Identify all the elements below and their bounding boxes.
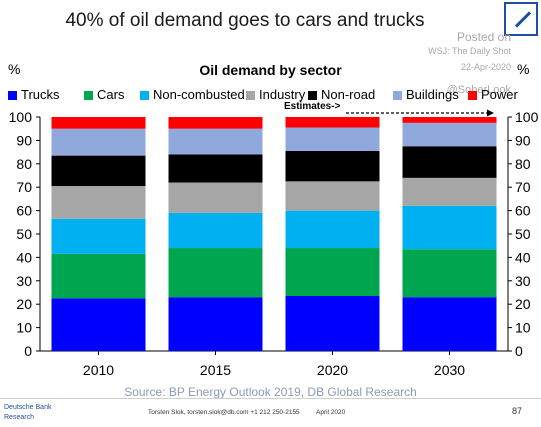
- legend-label: Power: [481, 87, 518, 102]
- y-tick-label-left: 70: [16, 179, 32, 195]
- legend-swatch: [468, 91, 477, 100]
- source-note: Source: BP Energy Outlook 2019, DB Globa…: [124, 385, 417, 399]
- bar-segment: [168, 212, 263, 249]
- y-tick-label-right: 20: [515, 296, 531, 312]
- legend-swatch: [393, 91, 402, 100]
- bar-segment: [168, 297, 263, 351]
- bar-segment: [168, 117, 263, 129]
- y-tick-label-right: 0: [515, 343, 523, 359]
- bar-segment: [402, 205, 497, 250]
- bar-segment: [168, 248, 263, 298]
- chart-title: Oil demand by sector: [199, 62, 342, 78]
- x-tick-label: 2010: [83, 362, 114, 378]
- bar-segment: [51, 218, 146, 254]
- y-tick-label-left: 0: [24, 343, 32, 359]
- bar-segment: [51, 128, 146, 156]
- y-tick-label-left: 50: [16, 226, 32, 242]
- bar-segment: [285, 117, 380, 128]
- y-tick-label-left: 20: [16, 296, 32, 312]
- y-tick-label-right: 30: [515, 273, 531, 289]
- watermark-posted: Posted on: [456, 30, 511, 44]
- footer-brand: Deutsche Bank Research: [4, 403, 51, 423]
- deutsche-bank-logo-icon: [504, 2, 538, 36]
- x-tick-label: 2020: [317, 362, 348, 378]
- footer-author: Torsten Slok, torsten.slok@db.com +1 212…: [148, 409, 300, 416]
- legend-swatch: [140, 91, 149, 100]
- legend-label: Industry: [259, 87, 306, 102]
- bar-segment: [285, 150, 380, 182]
- watermark-handle: @SoberLook: [446, 84, 511, 96]
- bar-segment: [51, 298, 146, 351]
- bar-segment: [402, 249, 497, 298]
- watermark-source: WSJ: The Daily Shot: [428, 46, 511, 56]
- x-tick-label: 2030: [434, 362, 465, 378]
- y-tick-label-right: 80: [515, 156, 531, 172]
- bar-segment: [51, 186, 146, 219]
- bar-segment: [402, 146, 497, 178]
- y-tick-label-left: 10: [16, 320, 32, 336]
- y-tick-label-right: 60: [515, 203, 531, 219]
- y-tick-label-right: 40: [515, 249, 531, 265]
- y-tick-label-right: 100: [515, 109, 539, 125]
- y-tick-label-left: 40: [16, 249, 32, 265]
- footer-brand-line1: Deutsche Bank: [4, 404, 52, 411]
- page-footer: Deutsche Bank Research Torsten Slok, tor…: [0, 398, 541, 427]
- footer-brand-line2: Research: [4, 414, 34, 421]
- watermark-date: 22-Apr-2020: [460, 62, 511, 72]
- left-axis-unit: %: [8, 61, 21, 77]
- x-tick-label: 2015: [200, 362, 231, 378]
- estimates-arrow-head: [487, 109, 494, 117]
- bar-segment: [402, 177, 497, 206]
- legend-swatch: [246, 91, 255, 100]
- footer-date: April 2020: [316, 409, 346, 416]
- bar-segment: [285, 296, 380, 351]
- bar-segment: [168, 154, 263, 183]
- bar-segment: [168, 182, 263, 213]
- bar-segment: [51, 253, 146, 299]
- y-tick-label-left: 90: [16, 132, 32, 148]
- bar-segment: [285, 181, 380, 211]
- legend-label: Non-combusted: [153, 87, 245, 102]
- bar-segment: [168, 128, 263, 155]
- y-tick-label-right: 50: [515, 226, 531, 242]
- y-tick-label-right: 90: [515, 132, 531, 148]
- y-tick-label-right: 10: [515, 320, 531, 336]
- legend-label: Buildings: [406, 87, 459, 102]
- bar-segment: [51, 117, 146, 129]
- estimates-annotation: Estimates->: [284, 101, 341, 112]
- y-tick-label-left: 80: [16, 156, 32, 172]
- bar-segment: [402, 117, 497, 123]
- chart-headline: 40% of oil demand goes to cars and truck…: [65, 10, 425, 31]
- legend-swatch: [308, 91, 317, 100]
- bar-segment: [402, 297, 497, 351]
- bar-segment: [285, 127, 380, 151]
- right-axis-unit: %: [517, 61, 530, 77]
- y-tick-label-left: 100: [9, 109, 33, 125]
- legend-label: Trucks: [21, 87, 60, 102]
- bar-segment: [51, 155, 146, 187]
- legend-label: Non-road: [321, 87, 376, 102]
- legend-label: Cars: [97, 87, 125, 102]
- bar-segment: [402, 122, 497, 147]
- legend-swatch: [8, 91, 17, 100]
- page-number: 87: [512, 406, 523, 416]
- legend-swatch: [84, 91, 93, 100]
- y-tick-label-left: 60: [16, 203, 32, 219]
- y-tick-label-left: 30: [16, 273, 32, 289]
- y-tick-label-right: 70: [515, 179, 531, 195]
- bar-segment: [285, 210, 380, 249]
- bar-segment: [285, 248, 380, 297]
